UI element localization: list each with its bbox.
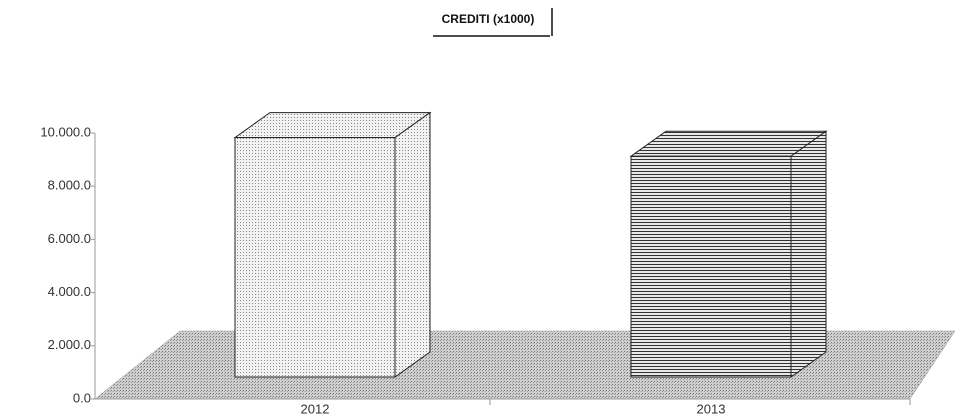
bar [234, 137, 396, 378]
x-tick-label: 2013 [697, 401, 726, 416]
y-tick-label: 10.000.0 [40, 124, 91, 139]
title-frame [433, 8, 553, 37]
bar-side [394, 111, 431, 378]
chart-title: CREDITI (x1000) [442, 12, 535, 26]
x-tick-label: 2012 [301, 401, 330, 416]
y-tick-label: 4.000.0 [48, 284, 91, 299]
bar-side [790, 130, 827, 378]
y-tick-label: 6.000.0 [48, 231, 91, 246]
y-tick-label: 0.0 [73, 390, 91, 405]
y-tick-label: 8.000.0 [48, 178, 91, 193]
bar [630, 155, 792, 378]
y-tick-label: 2.000.0 [48, 337, 91, 352]
